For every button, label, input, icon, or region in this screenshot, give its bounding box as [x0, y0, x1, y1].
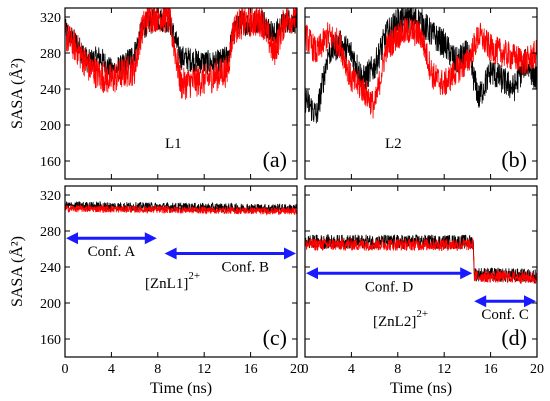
- panel-letter: (a): [263, 147, 287, 172]
- x-tick-label: 4: [348, 362, 355, 377]
- x-tick-label: 8: [394, 362, 401, 377]
- panel-name-superscript: 2+: [416, 308, 428, 320]
- x-tick-label: 0: [302, 362, 309, 377]
- conformation-arrow: Conf. C: [474, 295, 536, 323]
- y-tick-label: 280: [40, 47, 61, 62]
- x-axis-title: Time (ns): [390, 380, 452, 397]
- series-red-line: [65, 204, 297, 216]
- x-axis-title: Time (ns): [150, 380, 212, 397]
- conformation-arrow: Conf. B: [164, 247, 296, 276]
- plot-frame: [64, 185, 298, 358]
- panel-a: 160 200 240 280 320 (a) L1: [40, 7, 298, 180]
- x-tick-label: 20: [530, 362, 544, 377]
- x-tick-label: 20: [290, 362, 304, 377]
- panel-letter: (d): [501, 325, 527, 350]
- plot-frame: [304, 7, 538, 180]
- panel-letter: (b): [501, 147, 527, 172]
- x-tick-label: 8: [154, 362, 161, 377]
- panel-name-superscript: 2+: [188, 270, 200, 282]
- y-axis-title: SASA (Å²): [8, 58, 26, 129]
- series-red-line: [65, 8, 297, 100]
- x-tick-label: 0: [62, 362, 69, 377]
- panel-c: 160 200 240 280 320 0 4 8 12 16 20(c) [ZnL1]2+ Conf.…: [40, 185, 304, 377]
- panel-name: L1: [165, 136, 182, 152]
- series-red-line: [305, 18, 537, 119]
- panel-name: L2: [385, 136, 402, 152]
- x-tick-label: 12: [197, 362, 211, 377]
- conformation-label: Conf. C: [481, 307, 529, 323]
- y-tick-label: 160: [40, 333, 61, 348]
- x-tick-label: 16: [484, 362, 498, 377]
- conformation-label: Conf. D: [365, 279, 414, 295]
- y-tick-label: 240: [40, 83, 61, 98]
- x-tick-label: 4: [108, 362, 115, 377]
- conformation-label: Conf. A: [88, 244, 136, 260]
- y-axis-title: SASA (Å²): [8, 236, 26, 307]
- conformation-arrow: Conf. A: [66, 232, 157, 260]
- y-tick-label: 200: [40, 297, 61, 312]
- plot-frame: [304, 185, 538, 358]
- conformation-arrow: Conf. D: [306, 267, 473, 295]
- y-tick-label: 200: [40, 119, 61, 134]
- panel-name: [ZnL2]2+: [373, 308, 428, 330]
- panel-letter: (c): [263, 325, 287, 350]
- conformation-label: Conf. B: [222, 260, 270, 276]
- panel-name: [ZnL1]2+: [145, 270, 200, 292]
- plot-frame: [64, 7, 298, 180]
- x-tick-label: 12: [437, 362, 451, 377]
- x-tick-label: 16: [244, 362, 258, 377]
- y-tick-label: 320: [40, 189, 61, 204]
- y-tick-label: 160: [40, 155, 61, 170]
- panel-b: (b) L2: [304, 7, 538, 180]
- y-tick-label: 240: [40, 261, 61, 276]
- y-tick-label: 280: [40, 225, 61, 240]
- panel-d: 0 4 8 12 16 20(d) [ZnL2]2+ Conf. D Conf. C: [302, 185, 544, 377]
- series-red-line: [305, 237, 537, 285]
- y-tick-label: 320: [40, 11, 61, 26]
